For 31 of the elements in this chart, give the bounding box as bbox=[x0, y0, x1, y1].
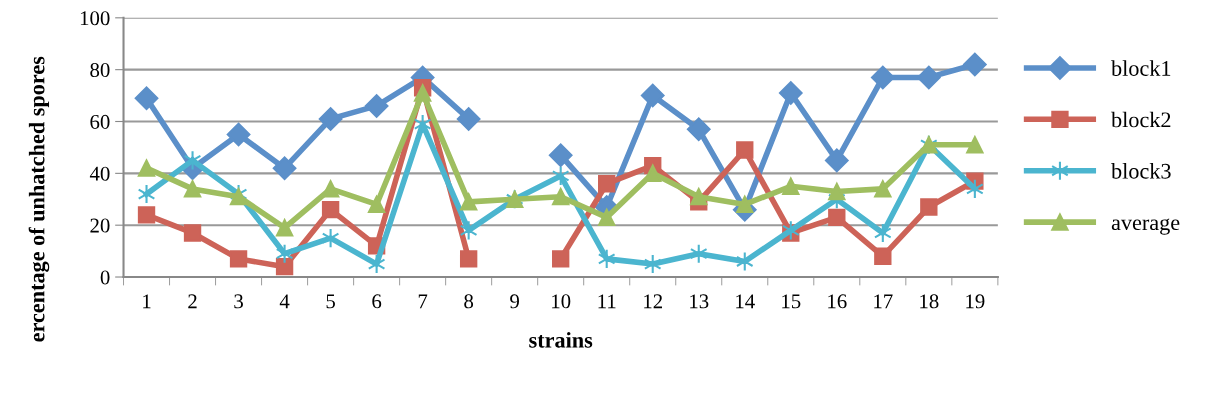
y-axis-title: ercentage of unhatched spores bbox=[28, 56, 50, 342]
legend-label: block1 bbox=[1111, 60, 1171, 76]
x-tick-label: 12 bbox=[644, 294, 662, 309]
x-tick-label: 5 bbox=[326, 294, 335, 309]
x-tick-label: 17 bbox=[874, 294, 893, 309]
x-tick-label: 1 bbox=[143, 294, 151, 309]
x-tick-label: 15 bbox=[782, 294, 801, 309]
x-axis-title: strains bbox=[529, 332, 593, 348]
x-tick-label: 16 bbox=[828, 294, 847, 309]
y-tick-label: 80 bbox=[90, 63, 110, 78]
x-tick-label: 11 bbox=[598, 294, 616, 309]
legend-label: block2 bbox=[1111, 111, 1171, 128]
x-tick-label: 10 bbox=[552, 294, 571, 309]
y-tick-label: 40 bbox=[89, 166, 110, 181]
x-tick-label: 9 bbox=[510, 294, 520, 309]
y-tick-label: 60 bbox=[90, 114, 110, 129]
x-tick-label: 4 bbox=[279, 294, 290, 309]
y-tick-label: 100 bbox=[80, 11, 110, 26]
x-tick-label: 19 bbox=[966, 294, 985, 309]
legend-label: block3 bbox=[1111, 163, 1171, 179]
x-tick-label: 18 bbox=[920, 294, 939, 309]
x-tick-label: 8 bbox=[464, 294, 474, 309]
y-tick-label: 20 bbox=[90, 218, 110, 233]
x-tick-label: 3 bbox=[234, 294, 243, 309]
x-tick-label: 6 bbox=[372, 294, 382, 309]
x-tick-label: 14 bbox=[736, 294, 755, 309]
x-tick-label: 2 bbox=[188, 294, 197, 309]
y-tick-label: 0 bbox=[100, 270, 110, 285]
legend-label: average bbox=[1111, 218, 1180, 235]
x-tick-label: 7 bbox=[418, 294, 428, 309]
x-tick-label: 13 bbox=[690, 294, 709, 309]
